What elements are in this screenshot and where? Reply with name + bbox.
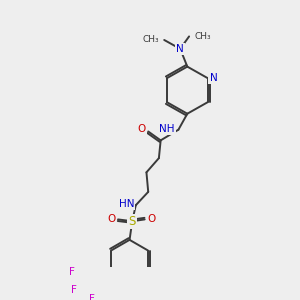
Text: NH: NH [159,124,175,134]
Text: CH₃: CH₃ [142,35,159,44]
Text: HN: HN [118,199,134,209]
Text: N: N [209,73,217,83]
Text: F: F [69,267,75,277]
Text: O: O [137,124,146,134]
Text: F: F [88,294,94,300]
Text: N: N [176,44,184,54]
Text: O: O [147,214,156,224]
Text: CH₃: CH₃ [194,32,211,41]
Text: S: S [128,215,136,228]
Text: O: O [107,214,116,224]
Text: F: F [70,285,76,295]
